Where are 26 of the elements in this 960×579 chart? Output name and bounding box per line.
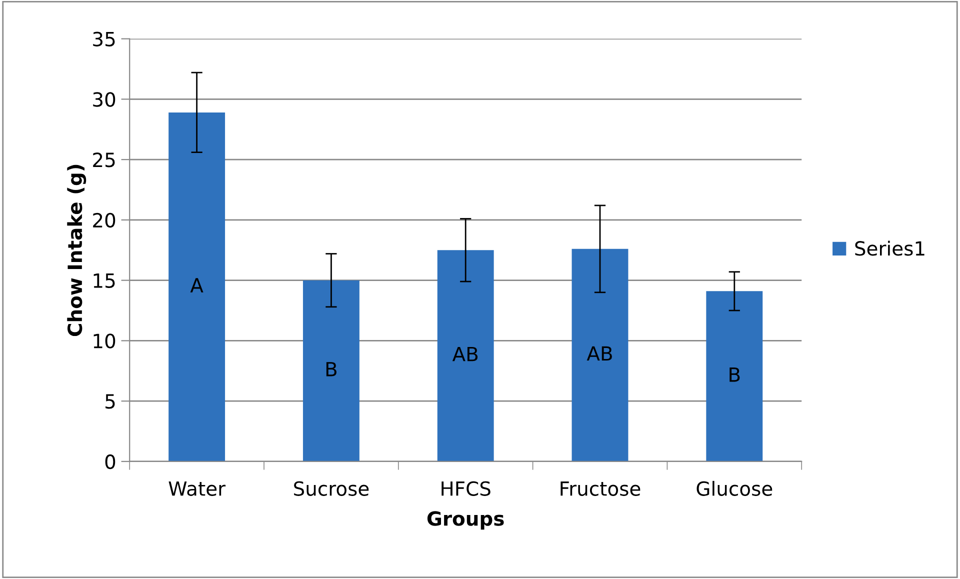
x-tick-label: Water [168, 482, 226, 496]
bar [706, 291, 763, 462]
annotation: B [730, 368, 740, 382]
bar [302, 280, 360, 462]
y-tick-label: 35 [93, 32, 115, 46]
y-tick-label: 15 [94, 274, 115, 288]
y-tick-label: 30 [93, 92, 116, 107]
y-tick-label: 0 [105, 454, 116, 470]
annotation: AB [586, 346, 612, 361]
y-tick-label: 10 [94, 334, 116, 348]
x-tick-label: Fructose [560, 482, 640, 496]
legend-label: Series1 [855, 240, 924, 256]
y-tick-label: 20 [93, 212, 116, 228]
y-tick-label: 25 [93, 152, 115, 168]
y-axis-title: Chow Intake (g) [67, 164, 86, 336]
x-axis-title: Groups [427, 511, 504, 530]
bar [437, 250, 494, 462]
x-tick-label: Sucrose [294, 481, 369, 496]
bar [572, 248, 628, 462]
annotation: B [326, 362, 336, 376]
x-tick-label: Glucose [696, 480, 772, 496]
x-tick-label: HFCS [442, 481, 490, 496]
bar [168, 112, 226, 462]
annotation: AB [452, 346, 478, 362]
y-tick-label: 5 [106, 394, 115, 409]
annotation: A [190, 278, 204, 292]
